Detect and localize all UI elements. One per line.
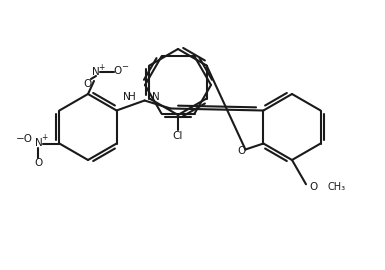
Text: −O: −O xyxy=(16,134,33,144)
Text: N: N xyxy=(123,93,131,103)
Text: H: H xyxy=(128,93,136,103)
Text: N: N xyxy=(92,67,100,77)
Text: O: O xyxy=(114,66,122,76)
Text: N: N xyxy=(35,139,42,148)
Text: O: O xyxy=(237,147,246,157)
Text: +: + xyxy=(98,63,104,73)
Text: CH₃: CH₃ xyxy=(328,182,346,192)
Text: Cl: Cl xyxy=(173,131,183,141)
Text: O: O xyxy=(84,79,92,89)
Text: N: N xyxy=(152,92,159,102)
Text: O: O xyxy=(34,158,43,168)
Text: −: − xyxy=(122,62,129,72)
Text: O: O xyxy=(310,182,318,192)
Text: +: + xyxy=(41,133,48,142)
